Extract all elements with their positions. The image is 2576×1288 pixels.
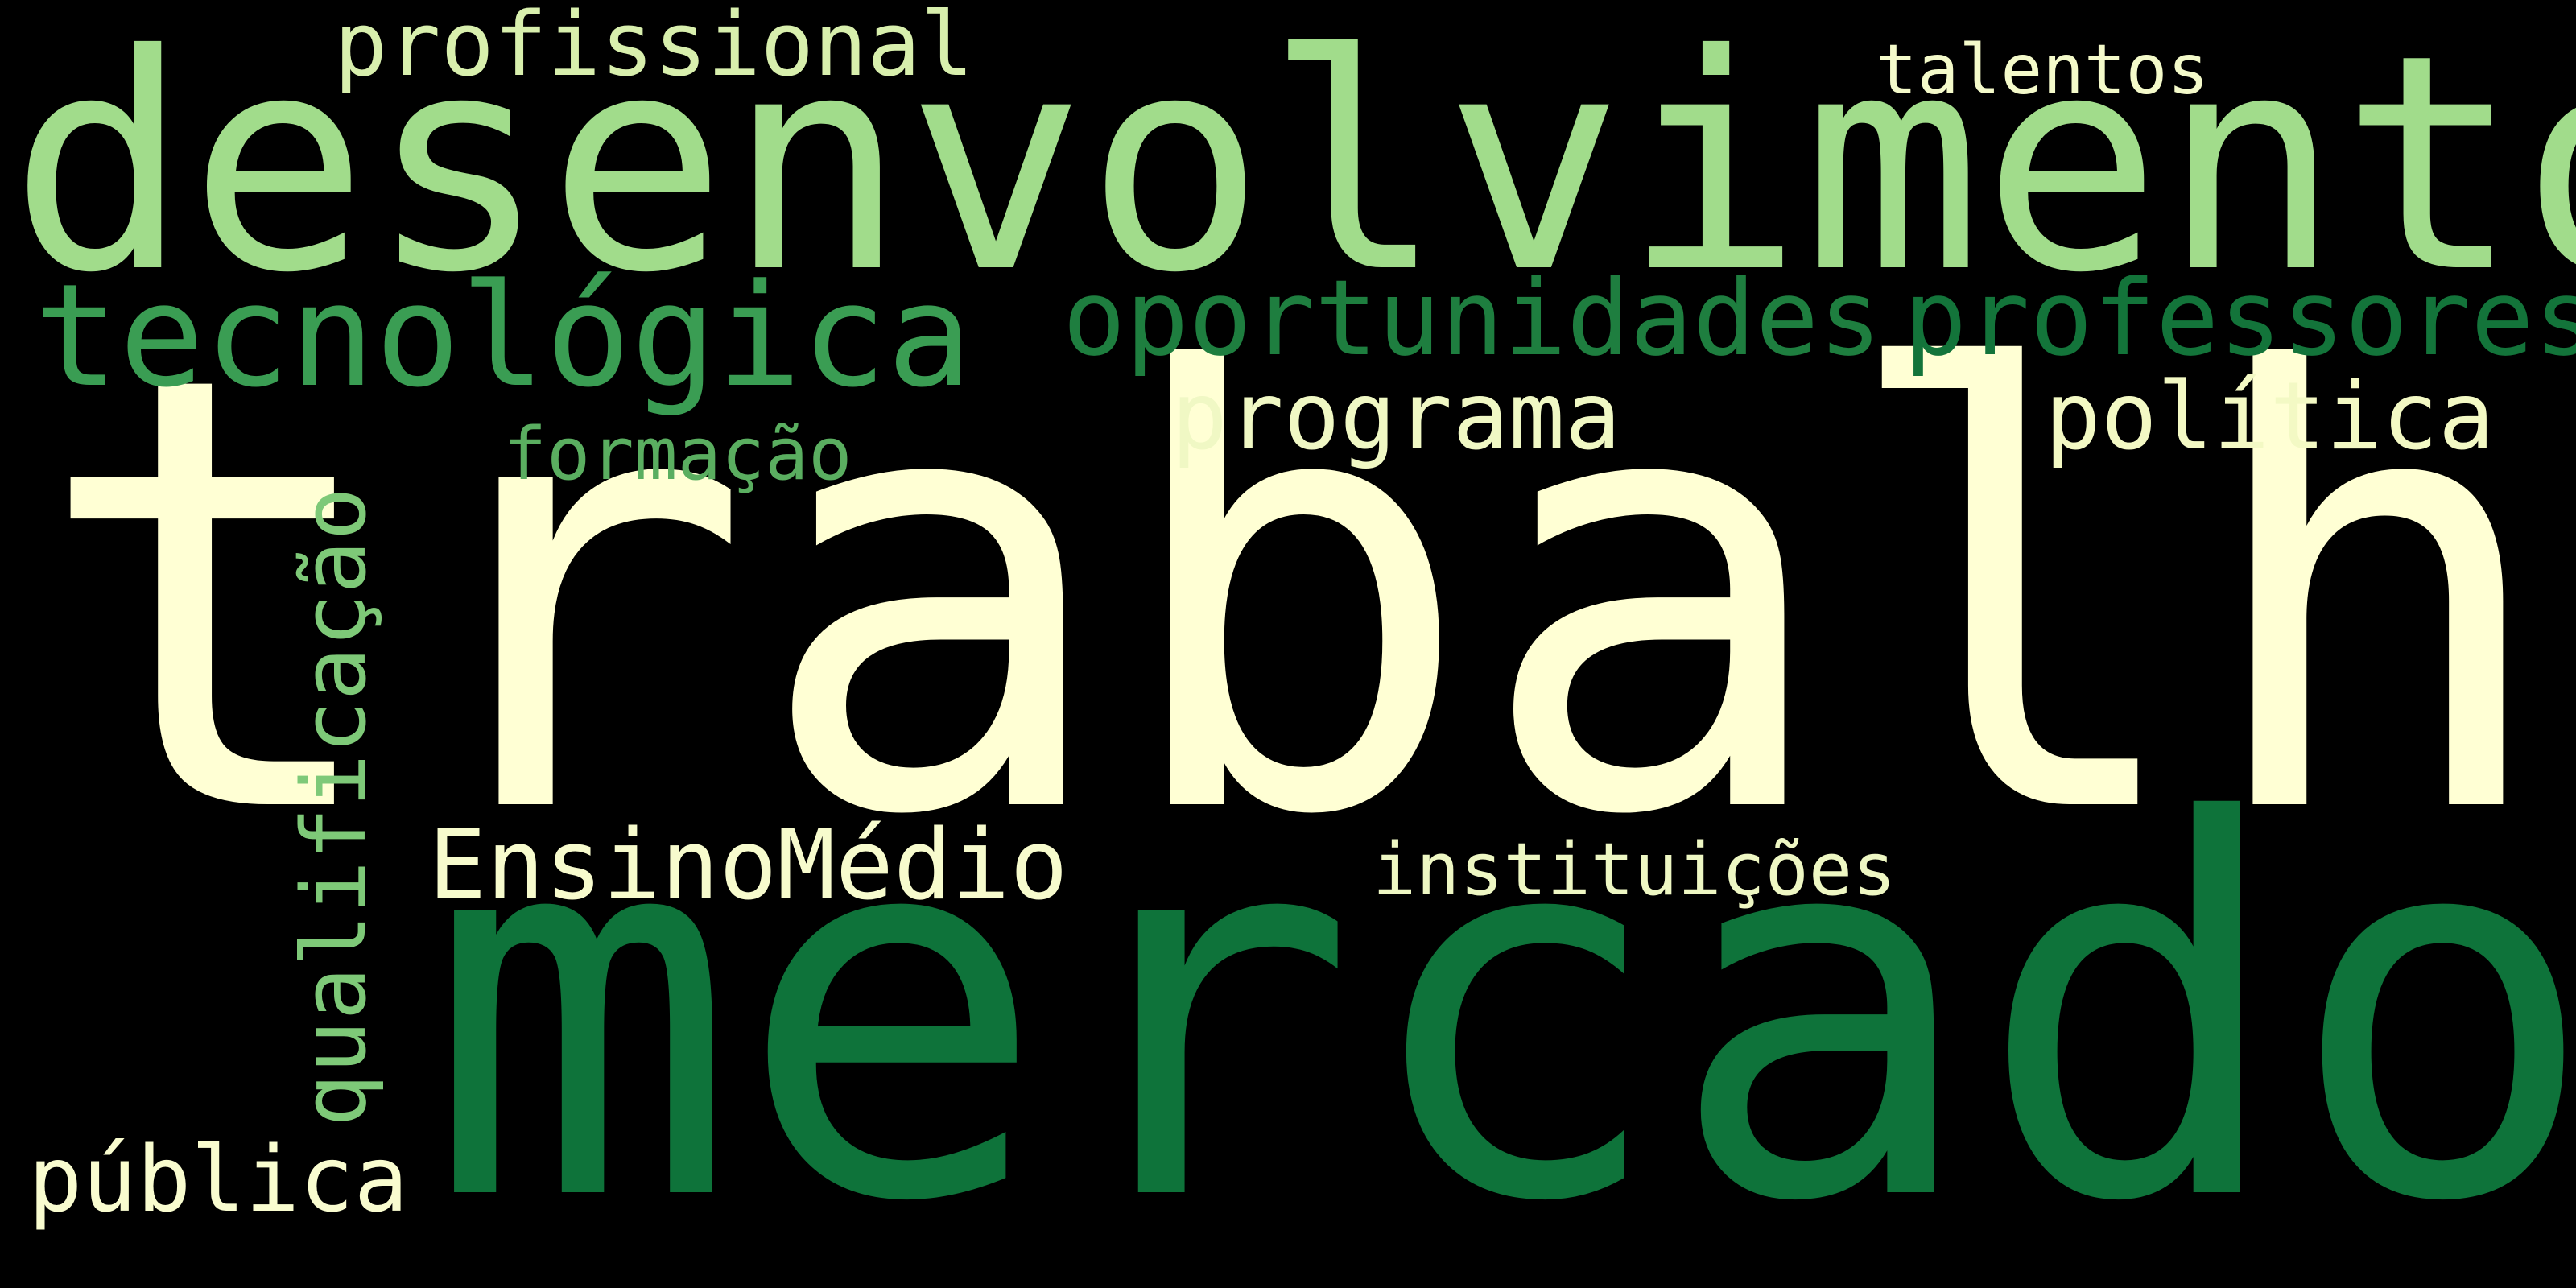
word-profissional: profissional — [334, 0, 974, 96]
word-talentos: talentos — [1876, 30, 2210, 110]
word-oportunidades: oportunidades — [1063, 257, 1882, 379]
word-publica: pública — [28, 1128, 409, 1232]
word-formacao: formação — [503, 412, 852, 497]
word-instituicoes: instituições — [1373, 828, 1897, 912]
word-qualificacao: qualificação — [283, 487, 386, 1127]
word-politica: política — [2045, 362, 2495, 471]
word-programa: programa — [1171, 362, 1621, 471]
word-mercado: mercado — [427, 714, 2576, 1288]
word-desenvolvimento: desenvolvimento — [10, 0, 2576, 338]
word-tecnologica: tecnológica — [34, 254, 972, 419]
word-professores: professores — [1904, 257, 2576, 379]
word-trabalho: trabalho — [32, 249, 2576, 946]
word-ensinomedio: EnsinoMédio — [428, 810, 1068, 922]
